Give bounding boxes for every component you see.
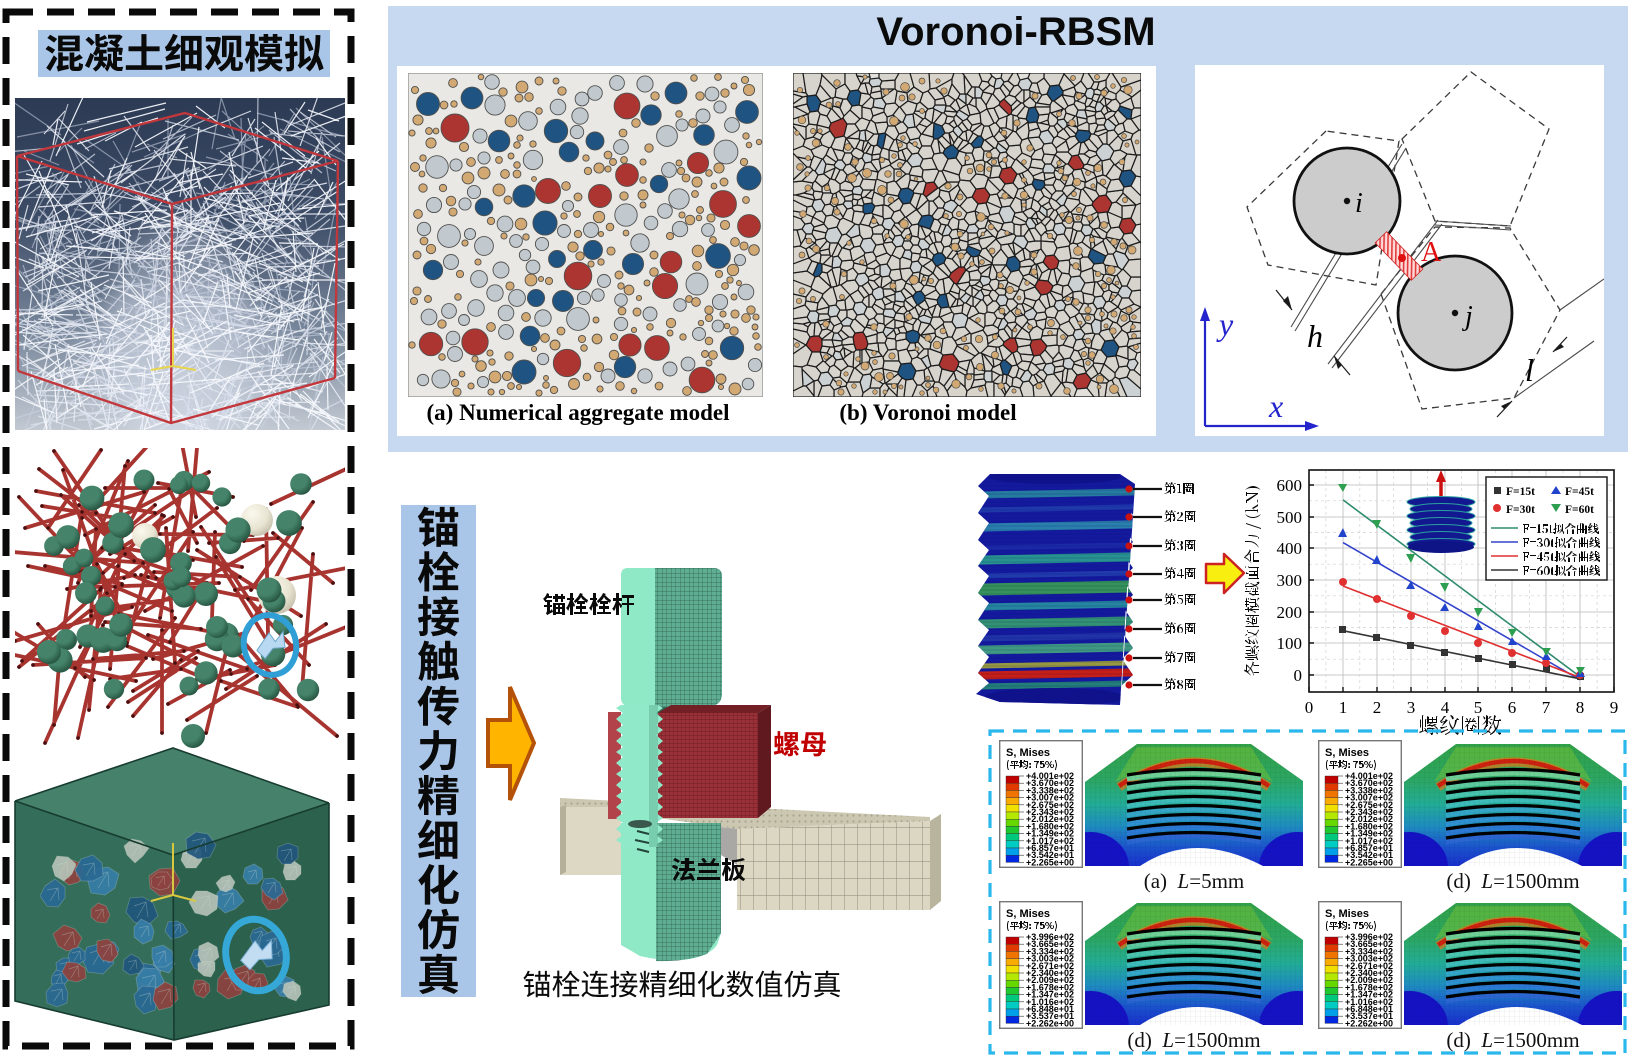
svg-text:+3.542e+01: +3.542e+01	[1026, 850, 1074, 860]
svg-text:0: 0	[1305, 698, 1314, 717]
svg-text:+3.007e+02: +3.007e+02	[1026, 793, 1074, 803]
svg-text:+6.848e+01: +6.848e+01	[1026, 1004, 1074, 1014]
svg-text:+1.349e+02: +1.349e+02	[1026, 829, 1074, 839]
svg-text:+6.848e+01: +6.848e+01	[1345, 1004, 1393, 1014]
svg-text:+2.265e+00: +2.265e+00	[1026, 857, 1074, 867]
svg-text:S, Mises: S, Mises	[1006, 747, 1050, 759]
svg-text:l: l	[1525, 352, 1534, 388]
svg-text:+6.857e+01: +6.857e+01	[1026, 843, 1074, 853]
svg-text:S, Mises: S, Mises	[1006, 908, 1050, 920]
svg-text:2: 2	[1373, 698, 1382, 717]
svg-text:+3.003e+02: +3.003e+02	[1026, 954, 1074, 964]
svg-text:+2.671e+02: +2.671e+02	[1345, 961, 1393, 971]
svg-text:7: 7	[1542, 698, 1551, 717]
svg-text:+2.009e+02: +2.009e+02	[1345, 975, 1393, 985]
svg-text:+2.012e+02: +2.012e+02	[1345, 814, 1393, 824]
svg-text:+1.680e+02: +1.680e+02	[1345, 821, 1393, 831]
svg-text:+3.338e+02: +3.338e+02	[1345, 785, 1393, 795]
svg-text:+2.671e+02: +2.671e+02	[1026, 961, 1074, 971]
svg-text:1: 1	[1339, 698, 1348, 717]
svg-text:S, Mises: S, Mises	[1325, 908, 1369, 920]
svg-text:+1.680e+02: +1.680e+02	[1026, 821, 1074, 831]
svg-text:600: 600	[1277, 476, 1303, 495]
svg-text:h: h	[1307, 318, 1323, 354]
svg-text:+2.009e+02: +2.009e+02	[1026, 975, 1074, 985]
svg-text:100: 100	[1277, 634, 1303, 653]
svg-text:+3.334e+02: +3.334e+02	[1345, 946, 1393, 956]
svg-text:+3.542e+01: +3.542e+01	[1345, 850, 1393, 860]
svg-text:9: 9	[1610, 698, 1619, 717]
svg-text:400: 400	[1277, 539, 1303, 558]
svg-text:+1.016e+02: +1.016e+02	[1345, 997, 1393, 1007]
svg-text:0: 0	[1294, 666, 1303, 685]
svg-text:F=60t: F=60t	[1565, 504, 1594, 516]
svg-text:+2.340e+02: +2.340e+02	[1345, 968, 1393, 978]
svg-text:+3.665e+02: +3.665e+02	[1026, 939, 1074, 949]
svg-text:F=45t: F=45t	[1565, 486, 1594, 498]
svg-text:+3.537e+01: +3.537e+01	[1026, 1011, 1074, 1021]
svg-text:200: 200	[1277, 603, 1303, 622]
svg-text:+1.017e+02: +1.017e+02	[1026, 836, 1074, 846]
svg-text:+1.678e+02: +1.678e+02	[1345, 982, 1393, 992]
svg-text:+1.017e+02: +1.017e+02	[1345, 836, 1393, 846]
svg-text:+3.003e+02: +3.003e+02	[1345, 954, 1393, 964]
svg-text:+2.343e+02: +2.343e+02	[1026, 807, 1074, 817]
svg-text:+3.334e+02: +3.334e+02	[1026, 946, 1074, 956]
svg-text:500: 500	[1277, 508, 1303, 527]
svg-text:A: A	[1421, 237, 1442, 268]
svg-text:+2.343e+02: +2.343e+02	[1345, 807, 1393, 817]
svg-text:+3.670e+02: +3.670e+02	[1345, 778, 1393, 788]
svg-text:+3.537e+01: +3.537e+01	[1345, 1011, 1393, 1021]
svg-text:+1.347e+02: +1.347e+02	[1026, 990, 1074, 1000]
svg-text:+2.012e+02: +2.012e+02	[1026, 814, 1074, 824]
svg-text:+2.265e+00: +2.265e+00	[1345, 857, 1393, 867]
svg-text:F=30t: F=30t	[1506, 504, 1535, 516]
svg-text:+3.996e+02: +3.996e+02	[1026, 932, 1074, 942]
svg-text:y: y	[1216, 306, 1234, 342]
svg-text:+4.001e+02: +4.001e+02	[1345, 771, 1393, 781]
svg-text:+3.007e+02: +3.007e+02	[1345, 793, 1393, 803]
svg-text:+3.338e+02: +3.338e+02	[1026, 785, 1074, 795]
svg-text:6: 6	[1508, 698, 1517, 717]
svg-text:i: i	[1355, 188, 1363, 219]
svg-text:+1.349e+02: +1.349e+02	[1345, 829, 1393, 839]
svg-text:+2.262e+00: +2.262e+00	[1026, 1018, 1074, 1028]
svg-text:+2.675e+02: +2.675e+02	[1026, 800, 1074, 810]
svg-text:3: 3	[1407, 698, 1416, 717]
svg-text:+1.347e+02: +1.347e+02	[1345, 990, 1393, 1000]
svg-text:+3.996e+02: +3.996e+02	[1345, 932, 1393, 942]
svg-text:+3.670e+02: +3.670e+02	[1026, 778, 1074, 788]
svg-text:S, Mises: S, Mises	[1325, 747, 1369, 759]
svg-text:5: 5	[1474, 698, 1483, 717]
svg-text:4: 4	[1441, 698, 1450, 717]
svg-text:+2.262e+00: +2.262e+00	[1345, 1018, 1393, 1028]
svg-text:+6.857e+01: +6.857e+01	[1345, 843, 1393, 853]
svg-text:+1.016e+02: +1.016e+02	[1026, 997, 1074, 1007]
svg-text:8: 8	[1576, 698, 1585, 717]
svg-text:+3.665e+02: +3.665e+02	[1345, 939, 1393, 949]
svg-text:+1.678e+02: +1.678e+02	[1026, 982, 1074, 992]
svg-text:x: x	[1268, 388, 1283, 424]
svg-text:300: 300	[1277, 571, 1303, 590]
svg-text:+2.340e+02: +2.340e+02	[1026, 968, 1074, 978]
svg-text:F=15t: F=15t	[1506, 486, 1535, 498]
svg-text:+4.001e+02: +4.001e+02	[1026, 771, 1074, 781]
svg-text:j: j	[1462, 301, 1473, 332]
svg-text:+2.675e+02: +2.675e+02	[1345, 800, 1393, 810]
